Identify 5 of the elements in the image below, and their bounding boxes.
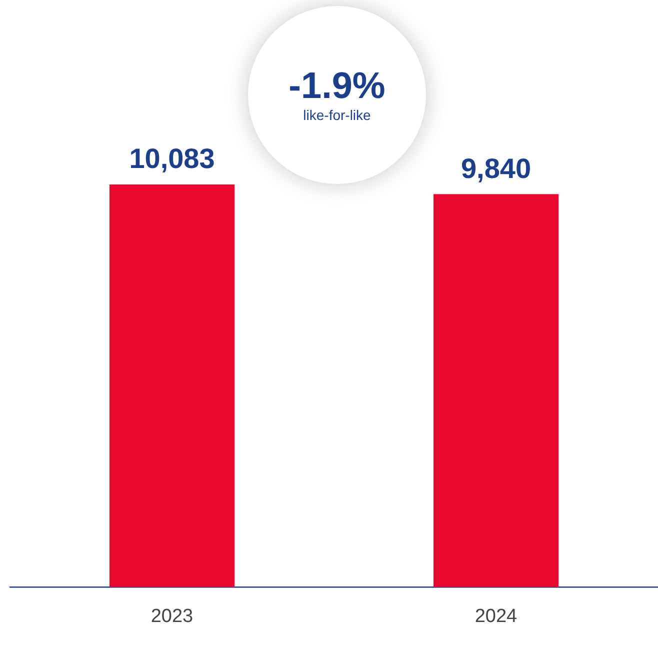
circle-badge: -1.9% like-for-like <box>248 6 426 184</box>
data-label: 10,083 <box>129 143 215 174</box>
data-label: 9,840 <box>460 152 532 184</box>
x-tick-label: 2024 <box>474 606 518 627</box>
x-tick-label: 2023 <box>150 606 194 627</box>
